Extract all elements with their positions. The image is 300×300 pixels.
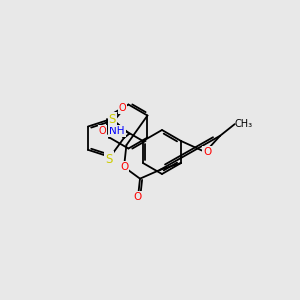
Text: CH₃: CH₃	[235, 119, 253, 129]
Text: S: S	[109, 113, 116, 126]
Text: O: O	[203, 147, 212, 157]
Text: O: O	[120, 162, 128, 172]
Text: NH: NH	[109, 126, 125, 136]
Text: S: S	[105, 152, 113, 166]
Text: O: O	[99, 126, 106, 136]
Text: O: O	[134, 192, 142, 203]
Text: O: O	[118, 103, 126, 113]
